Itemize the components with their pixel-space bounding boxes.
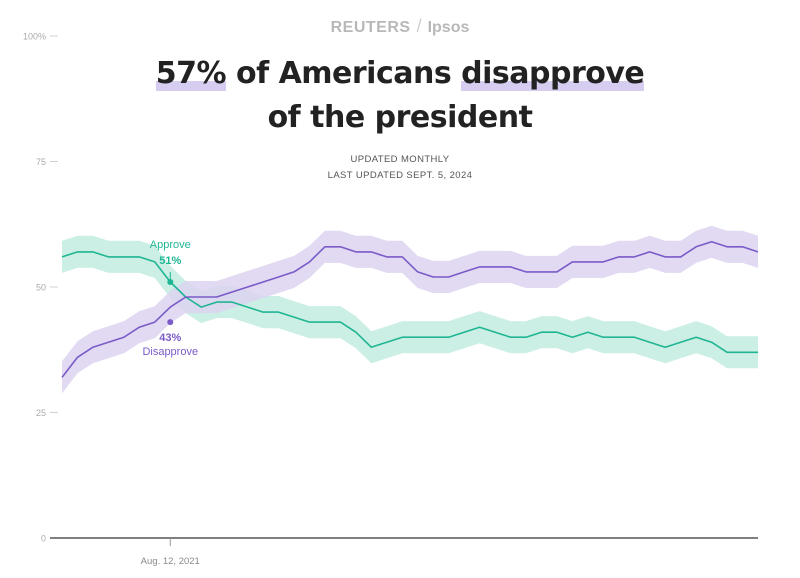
brand-ipsos: Ipsos: [427, 19, 470, 36]
approve-annotation-value: 51%: [159, 255, 181, 267]
disapprove-annotation-dot: [167, 319, 174, 326]
title-highlight-percent: 57%: [155, 56, 227, 91]
disapprove-confidence-band: [62, 225, 758, 394]
y-tick-label-0: 0: [41, 534, 46, 544]
brand-separator: /: [416, 16, 422, 36]
brand-reuters: REUTERS: [330, 19, 411, 36]
approve-annotation-name: Approve: [150, 239, 191, 251]
approve-series-line: [61, 251, 758, 354]
y-tick-label-100: 100%: [23, 32, 46, 42]
title-highlight-disapprove: disapprove: [461, 56, 645, 91]
y-tick-label-25: 25: [36, 408, 46, 418]
disapprove-series-line: [61, 241, 759, 378]
title-text-line2: of the president: [267, 100, 533, 135]
y-tick-label-75: 75: [36, 157, 46, 167]
approve-confidence-band: [62, 235, 758, 369]
subtitle-last-updated: LAST UPDATED SEPT. 5, 2024: [327, 170, 473, 181]
disapprove-annotation-name: Disapprove: [142, 346, 198, 358]
x-marker-label: Aug. 12, 2021: [141, 556, 200, 567]
disapprove-annotation-value: 43%: [159, 332, 181, 344]
title-text: of Americans: [226, 56, 462, 91]
y-tick-label-50: 50: [36, 283, 46, 293]
approve-annotation-dot: [167, 278, 174, 285]
brand-logo: REUTERS / Ipsos: [0, 16, 800, 37]
subtitle-update-frequency: UPDATED MONTHLY: [350, 154, 450, 165]
chart-title: 57% of Americans disapprove of the presi…: [0, 52, 800, 140]
